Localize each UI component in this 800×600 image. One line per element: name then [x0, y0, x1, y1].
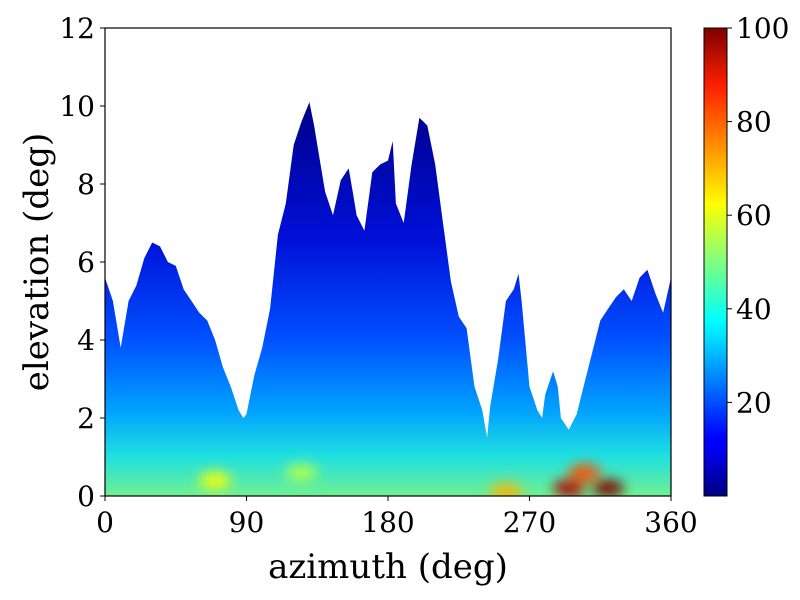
- x-tick-label: 180: [361, 506, 414, 539]
- y-tick-label: 0: [77, 480, 95, 513]
- hotspot-2: [489, 483, 522, 496]
- colorbar-ticks: 20 40 60 80 100: [727, 12, 789, 419]
- x-tick-label: 360: [644, 506, 697, 539]
- colorbar-gradient: [703, 27, 728, 497]
- y-tick-label: 8: [77, 168, 95, 201]
- hotspot-4: [592, 479, 625, 496]
- colorbar-tick-label: 20: [736, 386, 772, 419]
- hotspot-0: [199, 471, 232, 490]
- y-tick-label: 6: [77, 246, 95, 279]
- y-axis-label: elevation (deg): [17, 133, 57, 392]
- colorbar-tick-label: 60: [736, 199, 772, 232]
- horizon-fill: [105, 102, 671, 496]
- y-tick-label: 2: [77, 402, 95, 435]
- x-axis: 0 90 180 270 360: [96, 496, 698, 539]
- hotspot-3: [552, 479, 585, 496]
- y-tick-label: 12: [59, 12, 95, 45]
- colorbar: 20 40 60 80 100: [703, 12, 789, 497]
- hotspot-layer: [199, 463, 625, 496]
- colorbar-tick-label: 40: [736, 293, 772, 326]
- hotspot-1: [285, 463, 318, 482]
- x-tick-label: 90: [229, 506, 265, 539]
- plot-area: [105, 102, 671, 496]
- x-tick-label: 270: [503, 506, 556, 539]
- x-tick-label: 0: [96, 506, 114, 539]
- colorbar-tick-label: 80: [736, 106, 772, 139]
- hotspot-5: [568, 463, 601, 482]
- y-tick-label: 4: [77, 324, 95, 357]
- y-axis: 0 2 4 6 8 10 12: [59, 12, 105, 513]
- colorbar-tick-label: 100: [736, 12, 789, 45]
- x-axis-label: azimuth (deg): [268, 547, 508, 587]
- y-tick-label: 10: [59, 90, 95, 123]
